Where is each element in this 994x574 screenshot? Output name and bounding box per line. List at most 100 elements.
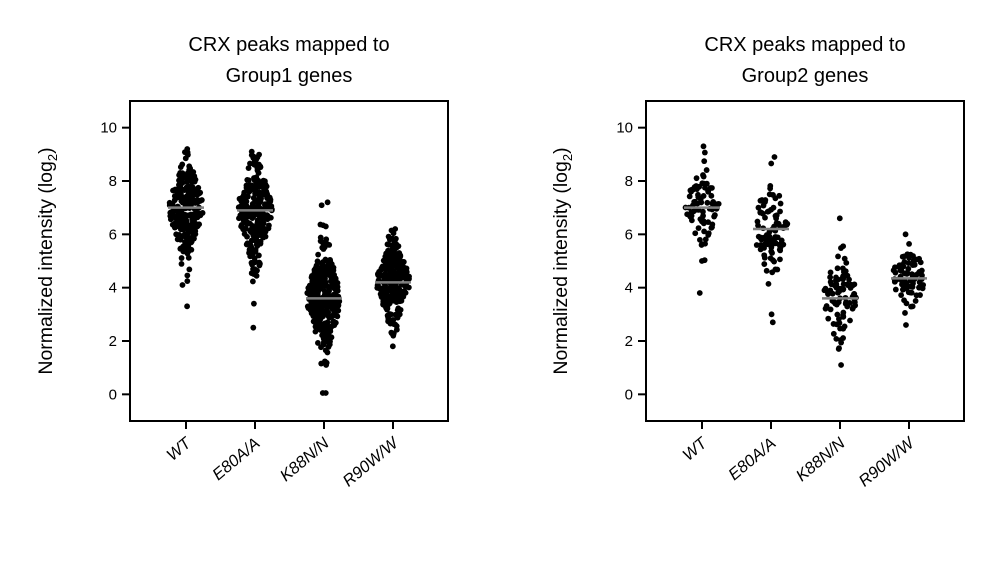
data-point [248, 148, 255, 155]
data-point [698, 242, 705, 248]
data-point [311, 280, 318, 287]
data-point [375, 272, 381, 278]
data-point [699, 217, 706, 224]
data-point [255, 170, 262, 176]
data-point [175, 186, 182, 193]
data-point [182, 155, 189, 162]
data-point [191, 230, 198, 237]
data-point [765, 208, 772, 215]
y-axis-label: Normalized intensity (log2) [35, 147, 60, 374]
data-point [827, 306, 834, 313]
data-point [834, 265, 841, 272]
data-point [335, 301, 342, 308]
data-point [689, 186, 695, 193]
data-point [702, 236, 709, 243]
data-point [384, 306, 390, 313]
data-point [705, 230, 712, 237]
data-point [767, 185, 774, 192]
data-point [389, 290, 396, 297]
data-point [841, 255, 848, 262]
data-point [190, 215, 197, 222]
data-point [171, 224, 178, 231]
data-point [256, 181, 263, 188]
data-point [830, 330, 837, 337]
data-point [846, 276, 852, 283]
data-point [324, 349, 331, 356]
data-point [384, 241, 391, 248]
data-point [318, 202, 325, 209]
data-point [761, 252, 768, 259]
data-point [777, 200, 784, 207]
data-point [184, 278, 191, 285]
data-point [773, 220, 780, 226]
data-point [388, 311, 395, 318]
data-point [831, 282, 838, 289]
data-point [320, 222, 326, 229]
data-point [753, 242, 760, 248]
data-point [187, 171, 193, 178]
data-point [382, 257, 389, 263]
x-tick-label: K88N/N [277, 434, 333, 485]
data-point [762, 214, 768, 221]
data-point [184, 146, 191, 152]
data-point [394, 314, 401, 321]
data-point [170, 187, 176, 194]
data-point [902, 310, 908, 316]
data-point [178, 255, 185, 261]
data-point [901, 297, 907, 304]
data-point [312, 323, 319, 330]
data-point [392, 226, 399, 232]
data-point [700, 143, 707, 150]
median-markers [684, 206, 927, 300]
data-point [757, 246, 764, 253]
data-point [250, 195, 257, 201]
data-point [257, 238, 264, 245]
y-tick-label: 4 [625, 280, 633, 297]
data-point [188, 239, 195, 246]
data-point [330, 267, 336, 274]
data-point [307, 289, 314, 296]
data-point [314, 315, 321, 322]
chart-title-line2: Group1 genes [226, 65, 353, 87]
data-point [241, 197, 248, 204]
data-points [166, 146, 412, 396]
data-point [899, 261, 905, 268]
data-point [755, 233, 762, 240]
data-point [320, 341, 327, 348]
data-point [254, 243, 261, 249]
data-point [185, 254, 192, 261]
data-point [389, 317, 396, 324]
data-point [256, 262, 263, 269]
data-point [244, 233, 250, 240]
data-point [253, 210, 260, 217]
y-tick-label: 10 [100, 120, 117, 137]
data-point [693, 183, 700, 189]
y-tick-label: 10 [616, 120, 633, 137]
x-ticks: WT E80A/A K88N/N R90W/W [163, 421, 403, 490]
y-tick-label: 6 [109, 226, 117, 243]
y-tick-label: 6 [625, 226, 633, 243]
data-point [314, 291, 321, 298]
data-point [329, 306, 336, 313]
data-point [835, 346, 842, 352]
data-point [916, 284, 923, 291]
data-point [701, 149, 708, 156]
data-point [782, 219, 789, 226]
data-point [253, 156, 260, 163]
median-markers [168, 206, 411, 300]
x-tick-label: K88N/N [793, 434, 849, 485]
data-point [193, 222, 200, 228]
data-point [395, 286, 402, 293]
data-point [179, 233, 186, 239]
data-point [320, 328, 327, 334]
plot-area-frame [645, 100, 965, 422]
data-point [268, 203, 275, 210]
data-point [765, 280, 772, 287]
data-point [254, 229, 261, 236]
data-point [400, 259, 407, 265]
data-point [322, 256, 329, 263]
chart-title-line1: CRX peaks mapped to [188, 34, 389, 56]
data-point [183, 246, 189, 253]
data-point [262, 201, 269, 208]
x-tick-label: R90W/W [339, 433, 402, 490]
